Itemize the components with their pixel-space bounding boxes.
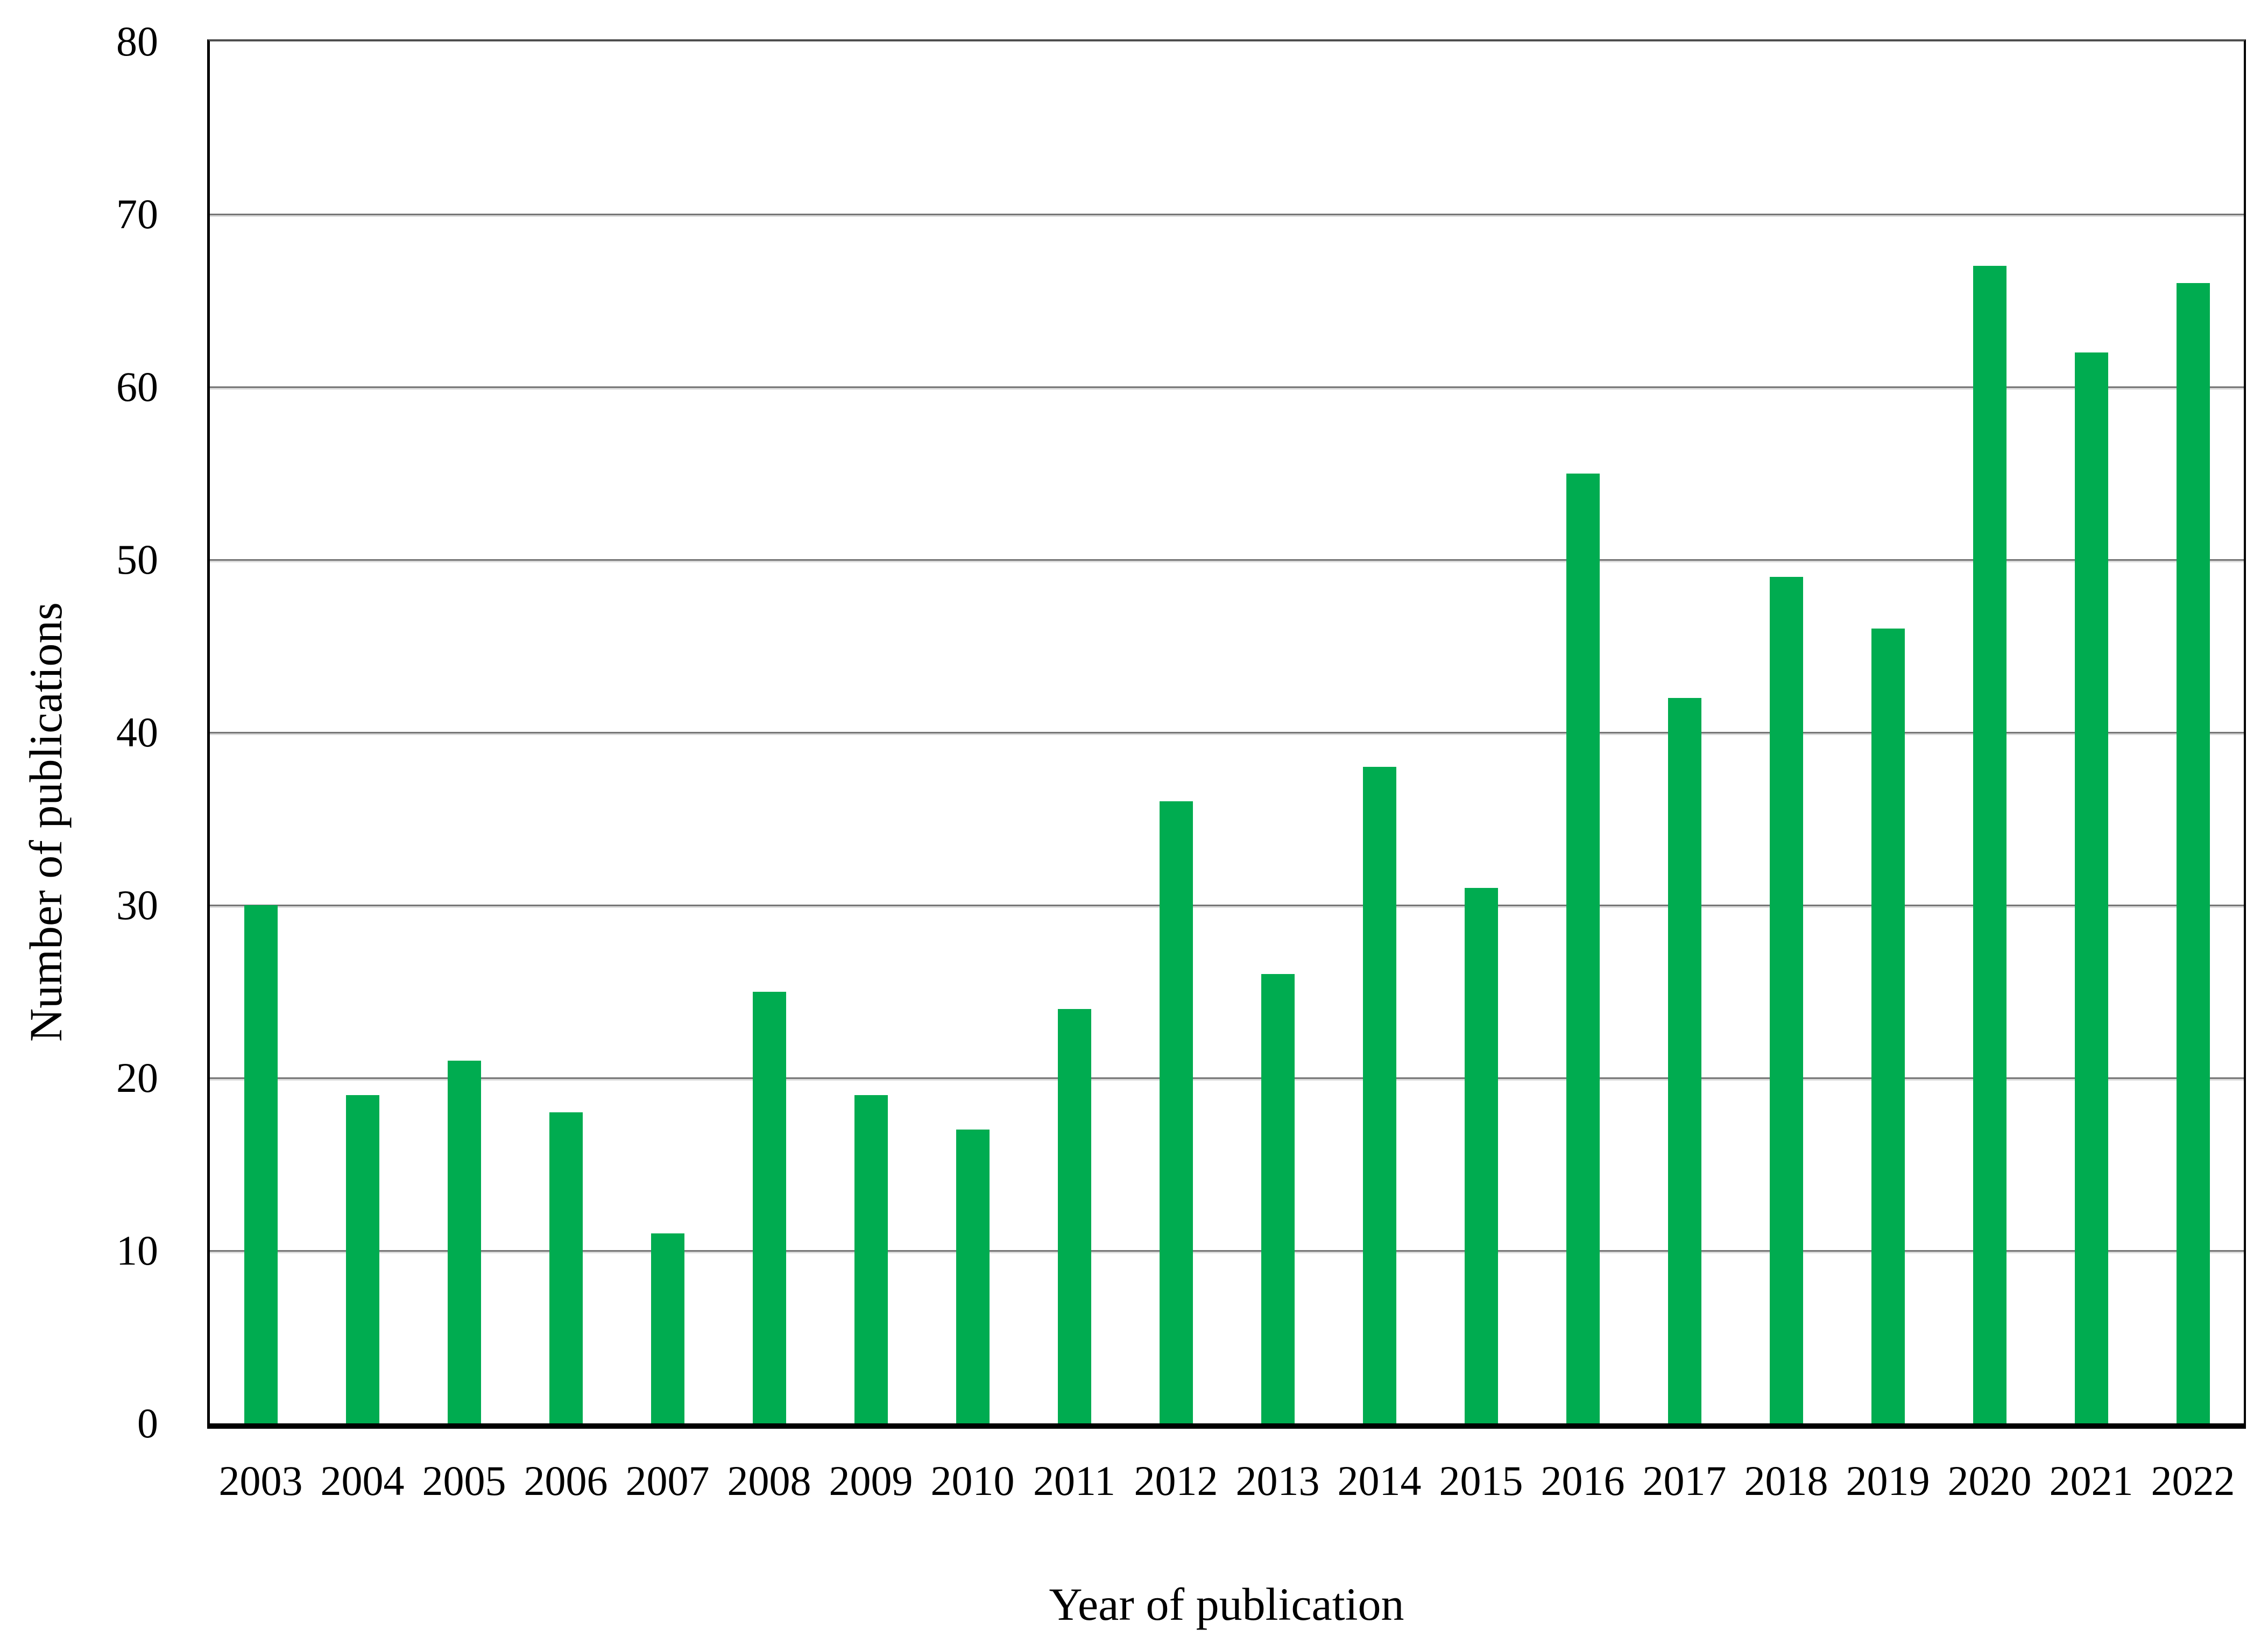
x-axis-title: Year of publication (1049, 1578, 1404, 1630)
y-tick-label-0: 0 (137, 1400, 158, 1447)
gridline-60 (210, 386, 2244, 388)
x-tick-label-2014: 2014 (1337, 1457, 1422, 1504)
x-tick-label-2020: 2020 (1947, 1457, 2032, 1504)
plot-area (207, 39, 2246, 1429)
bar-2007 (651, 1233, 684, 1423)
y-axis-tick-labels: 0 10 20 30 40 50 60 70 80 (0, 20, 161, 1445)
x-tick-label-2015: 2015 (1439, 1457, 1523, 1504)
bar-2019 (1871, 629, 1905, 1423)
x-tick-label-2010: 2010 (930, 1457, 1015, 1504)
bar-2012 (1159, 801, 1193, 1423)
bar-2016 (1566, 473, 1600, 1423)
bar-2009 (854, 1095, 888, 1423)
bar-2013 (1261, 974, 1295, 1423)
x-tick-label-2006: 2006 (524, 1457, 608, 1504)
x-tick-label-2013: 2013 (1235, 1457, 1320, 1504)
bar-2004 (345, 1095, 379, 1423)
y-tick-label-10: 10 (116, 1227, 158, 1274)
x-tick-label-2004: 2004 (320, 1457, 405, 1504)
bar-2017 (1668, 697, 1701, 1423)
x-tick-label-2017: 2017 (1642, 1457, 1727, 1504)
bar-2011 (1057, 1008, 1091, 1423)
x-tick-label-2003: 2003 (218, 1457, 303, 1504)
y-tick-label-20: 20 (116, 1054, 158, 1101)
gridline-10 (210, 1250, 2244, 1252)
y-tick-label-60: 60 (116, 363, 158, 410)
gridline-30 (210, 904, 2244, 906)
x-tick-label-2005: 2005 (422, 1457, 506, 1504)
x-tick-label-2009: 2009 (829, 1457, 913, 1504)
gridline-20 (210, 1077, 2244, 1079)
x-tick-label-2018: 2018 (1744, 1457, 1828, 1504)
gridline-40 (210, 731, 2244, 733)
x-axis-tick-labels: 2003 2004 2005 2006 2007 2008 2009 2010 2011 2012… (210, 1459, 2244, 1508)
x-tick-label-2008: 2008 (727, 1457, 811, 1504)
bar-2020 (1973, 266, 2006, 1423)
y-tick-label-70: 70 (116, 190, 158, 237)
gridline-70 (210, 213, 2244, 215)
x-tick-label-2016: 2016 (1541, 1457, 1625, 1504)
x-tick-label-2019: 2019 (1846, 1457, 1930, 1504)
y-tick-label-80: 80 (116, 18, 158, 65)
bar-2010 (956, 1130, 990, 1423)
x-tick-label-2012: 2012 (1134, 1457, 1218, 1504)
bar-2008 (752, 991, 786, 1423)
bar-2021 (2074, 352, 2108, 1423)
bar-2003 (244, 905, 278, 1423)
bar-2005 (447, 1060, 481, 1423)
bar-2014 (1362, 767, 1396, 1423)
x-tick-label-2011: 2011 (1033, 1457, 1116, 1504)
bar-2022 (2176, 283, 2210, 1423)
gridline-50 (210, 559, 2244, 561)
y-tick-label-30: 30 (116, 881, 158, 928)
x-tick-label-2021: 2021 (2049, 1457, 2133, 1504)
bar-2015 (1464, 887, 1498, 1423)
bar-2006 (549, 1112, 583, 1423)
x-tick-label-2007: 2007 (625, 1457, 710, 1504)
bar-2018 (1769, 577, 1803, 1423)
y-tick-label-50: 50 (116, 536, 158, 583)
x-tick-label-2022: 2022 (2151, 1457, 2235, 1504)
y-tick-label-40: 40 (116, 709, 158, 756)
